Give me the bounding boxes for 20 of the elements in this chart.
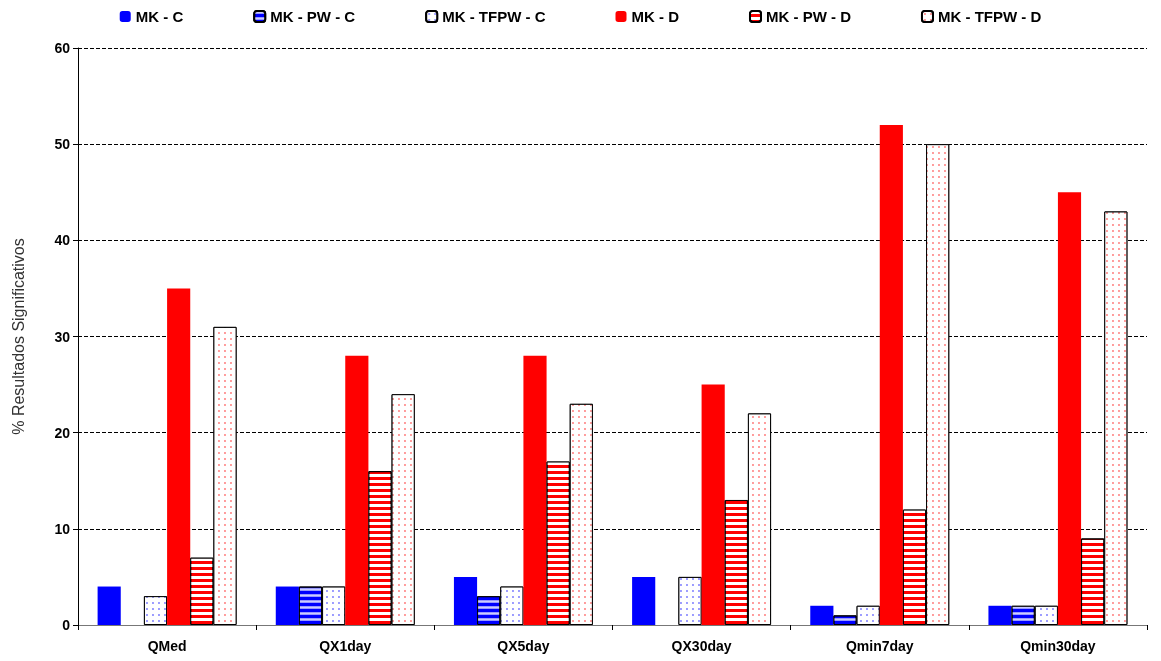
legend-label: MK - PW - C <box>270 8 356 25</box>
y-tick-label: 50 <box>54 136 71 153</box>
x-tick-label: QX30day <box>671 638 732 654</box>
y-axis-title: % Resultados Significativos <box>9 238 27 435</box>
x-tick-label: QMed <box>147 638 187 654</box>
x-tick-label: QX1day <box>319 638 372 654</box>
legend-label: MK - C <box>135 8 184 25</box>
x-tick-label: Qmin7day <box>845 638 914 654</box>
legend-label: MK - D <box>631 8 680 25</box>
y-tick-label: 60 <box>54 40 71 56</box>
y-tick-label: 0 <box>62 617 71 633</box>
legend-label: MK - TFPW - C <box>442 8 546 25</box>
y-tick-label: 10 <box>54 520 71 537</box>
x-tick-label: Qmin30day <box>1020 638 1096 654</box>
legend-label: MK - TFPW - D <box>937 8 1042 25</box>
y-tick-label: 40 <box>54 232 71 249</box>
y-tick-label: 20 <box>54 424 71 441</box>
y-tick-label: 30 <box>54 328 71 345</box>
x-tick-label: QX5day <box>497 638 550 654</box>
legend-label: MK - PW - D <box>765 8 852 25</box>
